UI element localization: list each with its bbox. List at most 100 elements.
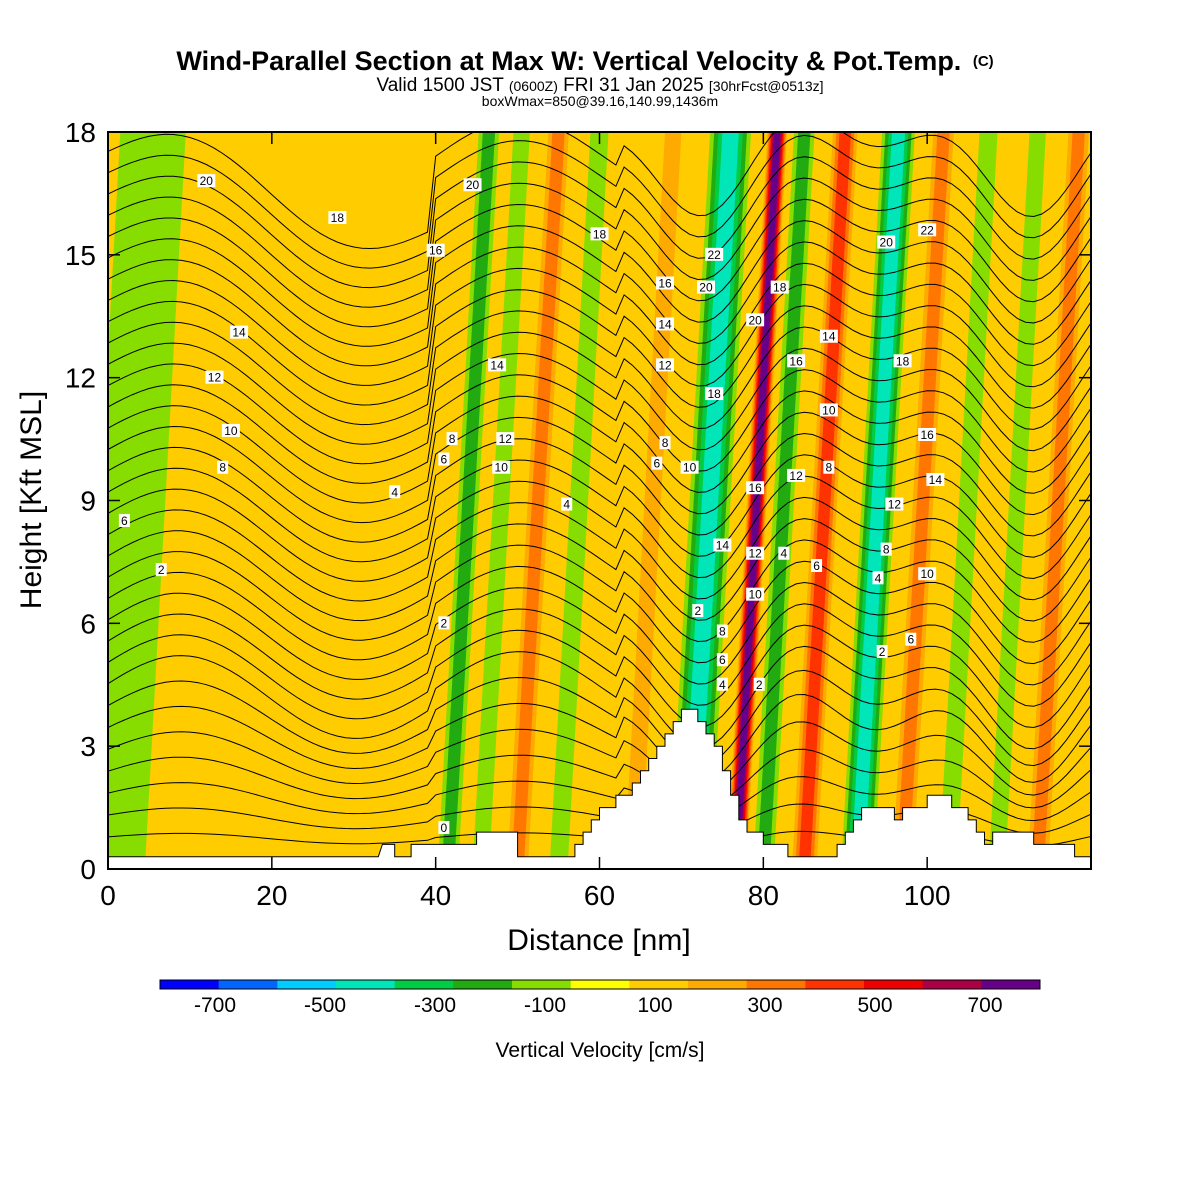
colorbar-title: Vertical Velocity [cm/s] — [496, 1039, 705, 1062]
contour-label-33: 4 — [716, 677, 728, 692]
contour-label-bg — [438, 616, 450, 630]
x-tick-label: 40 — [420, 880, 451, 911]
contour-label-bg — [713, 538, 732, 552]
contour-label-bg — [438, 452, 450, 466]
contour-label-text: 14 — [232, 326, 246, 340]
valid-time-label: Valid 1500 JST — [376, 75, 504, 96]
contour-label-21: 14 — [656, 317, 675, 331]
contour-label-16: 6 — [438, 452, 450, 467]
colorbar-swatch-1 — [218, 980, 278, 989]
contour-label-text: 8 — [719, 625, 726, 639]
contour-label-bg — [918, 567, 937, 581]
contour-label-bg — [659, 436, 671, 450]
contour-label-text: 4 — [391, 485, 398, 499]
contour-label-bg — [918, 427, 937, 441]
velocity-band-12-0 — [938, 132, 998, 869]
contour-label-19: 18 — [590, 227, 609, 241]
contour-label-bg — [463, 178, 482, 192]
contour-label-bg — [705, 247, 724, 261]
valid-time-line: Valid 1500 JST (0600Z) FRI 31 Jan 2025 [… — [376, 75, 823, 96]
contour-label-54: 4 — [872, 571, 884, 585]
contour-label-32: 6 — [716, 653, 728, 667]
contour-label-24: 6 — [651, 456, 663, 471]
colorbar-swatch-14 — [981, 980, 1041, 989]
contour-label-text: 10 — [224, 424, 238, 438]
x-tick-label: 100 — [904, 880, 951, 911]
contour-label-13: 14 — [488, 358, 507, 372]
velocity-band-11-1 — [896, 132, 950, 869]
contour-label-41: 12 — [787, 468, 806, 483]
contour-label-bg — [230, 325, 249, 339]
velocity-band-7-5 — [733, 132, 781, 869]
contour-label-text: 20 — [466, 178, 480, 192]
contour-label-text: 2 — [158, 563, 165, 577]
velocity-band-1-1 — [441, 132, 496, 869]
contour-label-26: 2 — [692, 604, 704, 618]
contour-label-text: 12 — [789, 469, 803, 483]
contour-label-14: 12 — [496, 432, 515, 446]
contour-label-text: 18 — [708, 387, 722, 401]
contour-label-text: 6 — [653, 457, 660, 471]
contour-label-29: 18 — [705, 387, 724, 401]
contour-label-bg — [696, 280, 715, 294]
contour-label-bg — [197, 174, 216, 188]
x-tick-4: 80 — [748, 132, 779, 911]
contour-label-bg — [877, 235, 896, 249]
y-tick-label: 18 — [65, 117, 96, 148]
velocity-band-8-1 — [757, 132, 811, 869]
contour-label-bg — [885, 497, 904, 511]
contour-label-bg — [918, 223, 937, 237]
contour-label-bg — [656, 317, 675, 331]
box-info-line: boxWmax=850@39.16,140.99,1436m — [482, 93, 718, 109]
contour-label-text: 14 — [822, 330, 836, 344]
contour-label-39: 18 — [770, 280, 789, 295]
colorbar-swatch-12 — [864, 980, 924, 989]
contour-label-3: 14 — [230, 325, 249, 340]
colorbar-tick-label-6: 500 — [857, 994, 892, 1017]
contour-label-49: 18 — [893, 354, 912, 368]
copyright-mark: (C) — [973, 53, 994, 70]
contour-label-bg — [426, 243, 445, 257]
velocity-band-6-3 — [681, 132, 739, 869]
contour-label-bg — [492, 460, 511, 474]
colorbar-swatch-6 — [512, 980, 572, 989]
x-tick-2: 40 — [420, 132, 451, 911]
contour-label-bg — [753, 677, 765, 691]
velocity-band-0-0 — [108, 132, 186, 869]
contour-label-53: 8 — [880, 542, 892, 557]
theta-contour-line-5 — [108, 721, 1091, 796]
colorbar-swatch-8 — [629, 980, 689, 989]
colorbar-swatch-11 — [805, 980, 865, 989]
contour-label-36: 12 — [746, 546, 765, 561]
contour-label-text: 22 — [920, 223, 934, 237]
contour-label-text: 14 — [716, 539, 730, 553]
contour-label-50: 16 — [918, 427, 937, 442]
theta-contour-line-3 — [108, 776, 1091, 822]
theta-contour-line-12 — [108, 560, 1091, 665]
contour-label-57: 6 — [905, 632, 917, 647]
theta-contour-line-11 — [108, 581, 1091, 686]
contour-label-text: 16 — [748, 481, 762, 495]
contour-label-text: 18 — [331, 211, 345, 225]
x-tick-0: 0 — [100, 132, 116, 911]
contour-label-text: 12 — [208, 371, 222, 385]
theta-contour-line-13 — [108, 539, 1091, 643]
contour-label-text: 2 — [879, 645, 886, 659]
contour-label-34: 20 — [746, 313, 765, 327]
x-tick-5: 100 — [904, 132, 951, 911]
contour-label-text: 10 — [822, 403, 836, 417]
x-axis-title: Distance [nm] — [507, 924, 690, 957]
contour-label-text: 10 — [920, 567, 934, 581]
contour-label-45: 8 — [823, 460, 835, 475]
contour-label-38: 2 — [753, 677, 765, 692]
contour-label-48: 22 — [918, 223, 937, 237]
contour-label-text: 4 — [563, 498, 570, 512]
colorbar-tick-label-7: 700 — [967, 994, 1002, 1017]
contour-label-bg — [590, 227, 609, 241]
contour-label-46: 6 — [811, 559, 823, 573]
y-axis-title: Height [Kft MSL] — [15, 391, 48, 609]
contour-label-bg — [716, 653, 728, 667]
colorbar-swatch-13 — [922, 980, 982, 989]
colorbar-swatch-3 — [336, 980, 396, 989]
